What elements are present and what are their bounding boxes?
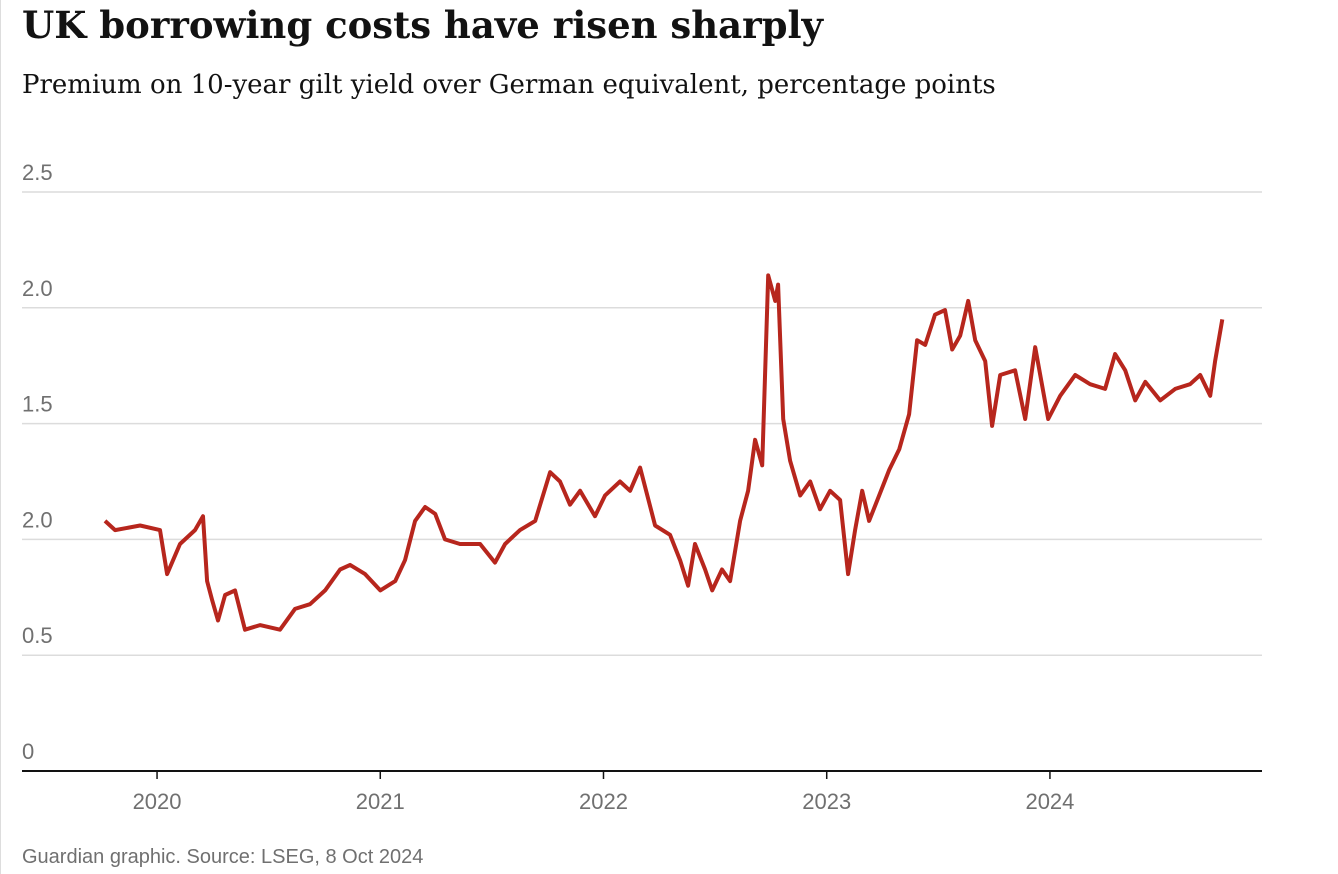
x-tick-label: 2020 xyxy=(133,789,182,814)
y-tick-label: 2.0 xyxy=(22,276,53,301)
y-tick-label: 2.5 xyxy=(22,160,53,185)
x-tick-label: 2024 xyxy=(1025,789,1074,814)
y-tick-label: 0.5 xyxy=(22,623,53,648)
y-tick-label: 2.0 xyxy=(22,507,53,532)
x-tick-label: 2023 xyxy=(802,789,851,814)
x-tick-label: 2022 xyxy=(579,789,628,814)
y-tick-label: 0 xyxy=(22,739,34,764)
chart-subtitle: Premium on 10-year gilt yield over Germa… xyxy=(22,70,996,100)
chart-title: UK borrowing costs have risen sharply xyxy=(22,3,825,47)
y-tick-label: 1.5 xyxy=(22,392,53,417)
source: Guardian graphic. Source: LSEG, 8 Oct 20… xyxy=(22,846,423,868)
x-tick-label: 2021 xyxy=(356,789,405,814)
line xyxy=(103,273,1225,632)
